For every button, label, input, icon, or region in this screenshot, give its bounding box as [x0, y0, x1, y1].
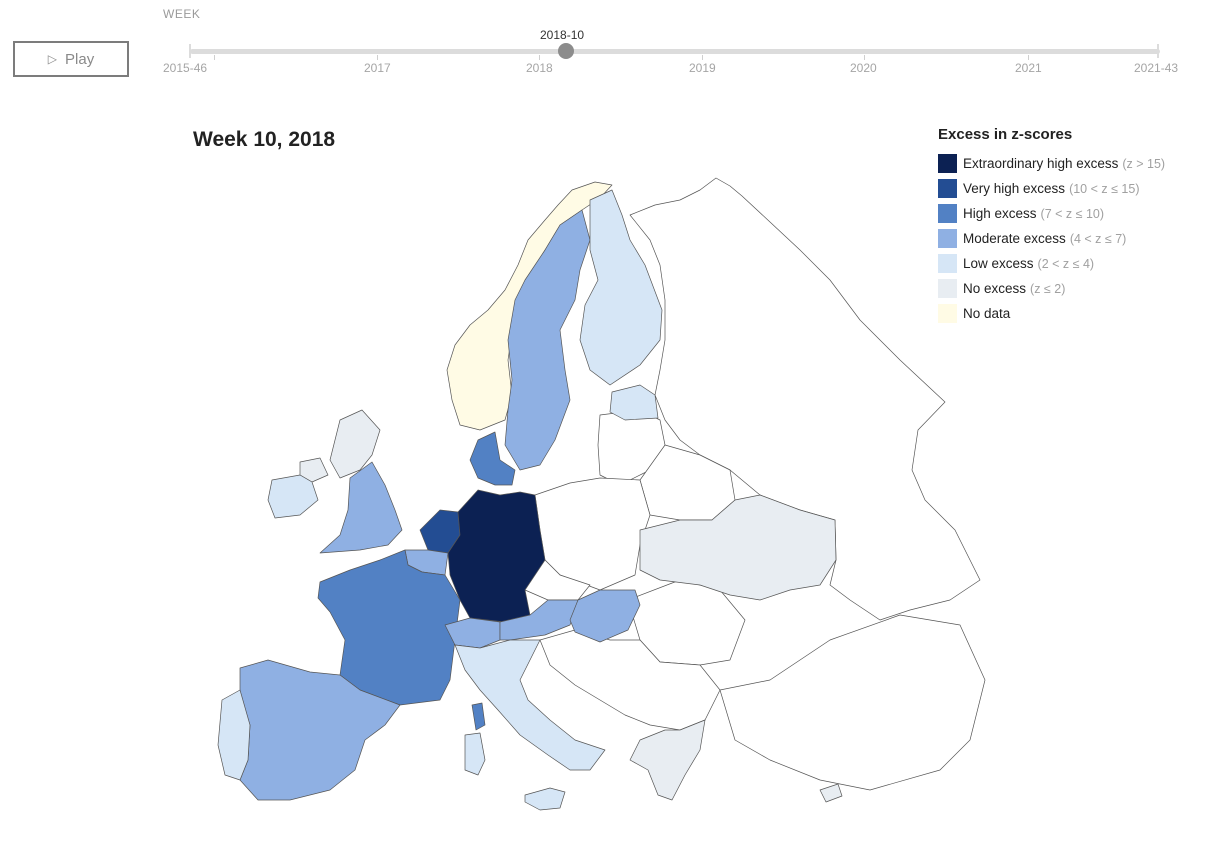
tick-2020: 2020: [850, 61, 877, 75]
region-portugal: [217, 689, 251, 781]
tick-mark-2020: [864, 55, 865, 60]
map-title: Week 10, 2018: [193, 128, 336, 151]
legend-item: Extraordinary high excess (z > 15): [938, 151, 1200, 176]
legend-item: High excess (7 < z ≤ 10): [938, 201, 1200, 226]
legend-item: Low excess (2 < z ≤ 4): [938, 251, 1200, 276]
timeline-current-week: 2018-10: [540, 28, 585, 42]
play-button[interactable]: ▷ Play: [13, 41, 129, 77]
legend-label: No excess: [963, 281, 1027, 296]
legend-range: (2 < z ≤ 4): [1037, 256, 1095, 271]
legend-range: (z > 15): [1122, 156, 1166, 171]
timeline-start-cap: [189, 44, 191, 58]
legend-label: No data: [963, 306, 1011, 321]
region-greece: [629, 719, 706, 801]
play-triangle-icon: ▷: [47, 52, 58, 66]
tick-start: 2015-46: [163, 61, 208, 75]
region-france: [317, 549, 461, 706]
legend-item: No excess (z ≤ 2): [938, 276, 1200, 301]
legend-swatch: [938, 254, 957, 273]
tick-2019: 2019: [689, 61, 716, 75]
tick-mark-2017: [377, 55, 378, 60]
tick-mark-2018: [539, 55, 540, 60]
legend-range: (10 < z ≤ 15): [1069, 181, 1140, 196]
region-ireland: [267, 474, 319, 519]
tick-2017: 2017: [364, 61, 391, 75]
region-italy: [454, 639, 606, 771]
play-label: Play: [65, 50, 95, 68]
region-russia: [629, 177, 981, 621]
region-denmark: [469, 431, 516, 486]
tick-mark-2021: [1028, 55, 1029, 60]
legend-swatch: [938, 279, 957, 298]
region-sardinia: [464, 732, 486, 776]
legend-swatch: [938, 204, 957, 223]
legend-label: Moderate excess: [963, 231, 1066, 246]
legend-title: Excess in z-scores: [938, 126, 1073, 143]
legend-item: Moderate excess (4 < z ≤ 7): [938, 226, 1200, 251]
tick-mark-2019: [702, 55, 703, 60]
region-northern-ireland: [299, 457, 329, 483]
timeline-track[interactable]: [190, 49, 1160, 54]
legend-swatch: [938, 229, 957, 248]
legend-items: Extraordinary high excess (z > 15) Very hi…: [938, 151, 1200, 326]
region-austria: [499, 599, 579, 641]
region-england: [319, 461, 403, 554]
region-estonia: [609, 384, 659, 421]
region-hungary: [569, 589, 641, 643]
legend-swatch: [938, 154, 957, 173]
legend: Excess in z-scores Extraordinary high ex…: [938, 126, 1200, 326]
region-scotland: [329, 409, 381, 479]
legend-label: Very high excess: [963, 181, 1066, 196]
tick-mark-start: [214, 55, 215, 60]
region-cyprus: [819, 783, 843, 803]
tick-end: 2021-43: [1134, 61, 1179, 75]
legend-label: Extraordinary high excess: [963, 156, 1119, 171]
region-sweden: [504, 209, 591, 471]
region-sicily: [524, 787, 566, 811]
region-ukraine: [639, 494, 837, 601]
legend-range: (z ≤ 2): [1030, 281, 1066, 296]
tick-2021: 2021: [1015, 61, 1042, 75]
legend-item: No data: [938, 301, 1200, 326]
legend-range: (7 < z ≤ 10): [1040, 206, 1105, 221]
legend-label: High excess: [963, 206, 1037, 221]
legend-range: (4 < z ≤ 7): [1069, 231, 1127, 246]
legend-label: Low excess: [963, 256, 1034, 271]
region-finland: [579, 189, 663, 386]
timeline-label: WEEK: [163, 7, 201, 21]
legend-swatch: [938, 179, 957, 198]
legend-item: Very high excess (10 < z ≤ 15): [938, 176, 1200, 201]
region-germany: [447, 489, 546, 623]
tick-2018: 2018: [526, 61, 553, 75]
timeline-slider-handle[interactable]: [558, 43, 574, 59]
region-turkey: [719, 614, 986, 791]
timeline-end-cap: [1157, 44, 1159, 58]
legend-swatch: [938, 304, 957, 323]
region-corsica: [471, 702, 486, 731]
